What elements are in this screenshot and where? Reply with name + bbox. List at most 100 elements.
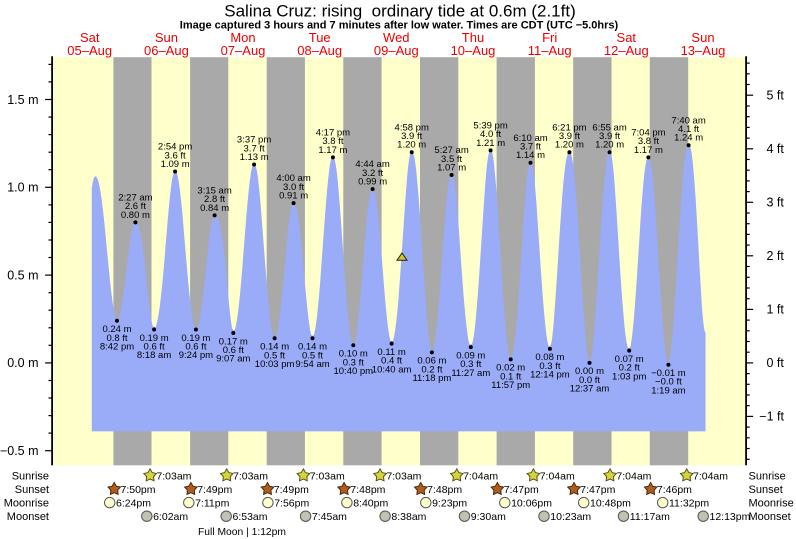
svg-text:0.19 m: 0.19 m bbox=[181, 333, 210, 344]
svg-text:1.13 m: 1.13 m bbox=[240, 152, 269, 163]
svg-text:2 ft: 2 ft bbox=[767, 249, 785, 263]
svg-text:7:03am: 7:03am bbox=[233, 470, 268, 482]
svg-text:Sun: Sun bbox=[155, 30, 178, 45]
svg-text:−0.01 m: −0.01 m bbox=[651, 368, 686, 379]
svg-text:−1 ft: −1 ft bbox=[759, 410, 784, 424]
svg-text:12:37 am: 12:37 am bbox=[570, 384, 610, 395]
svg-text:6:55 am: 6:55 am bbox=[592, 122, 626, 133]
svg-text:0.99 m: 0.99 m bbox=[358, 177, 387, 188]
svg-text:Sat: Sat bbox=[80, 30, 100, 45]
svg-text:11:18 pm: 11:18 pm bbox=[412, 373, 451, 384]
svg-text:Sunset: Sunset bbox=[15, 484, 49, 496]
svg-text:6:10 am: 6:10 am bbox=[513, 133, 547, 144]
svg-text:0.08 m: 0.08 m bbox=[535, 352, 564, 363]
svg-text:0.00 m: 0.00 m bbox=[575, 366, 604, 377]
svg-text:8:42 pm: 8:42 pm bbox=[100, 342, 134, 353]
svg-text:4:58 pm: 4:58 pm bbox=[395, 122, 429, 133]
svg-text:8:38am: 8:38am bbox=[391, 511, 426, 523]
svg-text:0.2 ft: 0.2 ft bbox=[421, 364, 442, 375]
svg-text:0.3 ft: 0.3 ft bbox=[539, 361, 560, 372]
svg-text:Moonrise: Moonrise bbox=[749, 497, 794, 509]
svg-text:0.6 ft: 0.6 ft bbox=[223, 345, 244, 356]
svg-text:4.1 ft: 4.1 ft bbox=[678, 124, 699, 135]
svg-text:0.91 m: 0.91 m bbox=[279, 191, 308, 202]
svg-text:3:37 pm: 3:37 pm bbox=[237, 135, 271, 146]
svg-text:0.5 m: 0.5 m bbox=[7, 268, 38, 282]
svg-text:05–Aug: 05–Aug bbox=[67, 43, 112, 58]
svg-text:Sunrise: Sunrise bbox=[12, 470, 49, 482]
svg-text:0.80 m: 0.80 m bbox=[121, 210, 150, 221]
svg-text:9:24 pm: 9:24 pm bbox=[179, 350, 213, 361]
svg-text:06–Aug: 06–Aug bbox=[144, 43, 189, 58]
svg-text:−0.0 ft: −0.0 ft bbox=[655, 377, 682, 388]
svg-text:3.6 ft: 3.6 ft bbox=[165, 150, 186, 161]
svg-text:10:40 am: 10:40 am bbox=[372, 364, 412, 375]
svg-text:7:45am: 7:45am bbox=[312, 511, 347, 523]
svg-text:10:03 pm: 10:03 pm bbox=[255, 359, 295, 370]
svg-text:7:04am: 7:04am bbox=[463, 470, 498, 482]
svg-text:7:56pm: 7:56pm bbox=[274, 497, 309, 509]
svg-text:11:32pm: 11:32pm bbox=[669, 497, 709, 509]
svg-text:6:21 pm: 6:21 pm bbox=[552, 122, 586, 133]
svg-text:7:49pm: 7:49pm bbox=[197, 484, 232, 496]
svg-text:4:44 am: 4:44 am bbox=[355, 159, 389, 170]
svg-text:1.07 m: 1.07 m bbox=[437, 163, 466, 174]
svg-text:12–Aug: 12–Aug bbox=[604, 43, 649, 58]
svg-text:2.8 ft: 2.8 ft bbox=[204, 194, 225, 205]
svg-text:Full Moon | 1:12pm: Full Moon | 1:12pm bbox=[198, 527, 286, 538]
svg-text:1.09 m: 1.09 m bbox=[161, 159, 190, 170]
svg-text:0.11 m: 0.11 m bbox=[377, 347, 405, 358]
svg-text:1.21 m: 1.21 m bbox=[476, 138, 505, 149]
svg-text:3.9 ft: 3.9 ft bbox=[401, 131, 422, 142]
svg-text:2:27 am: 2:27 am bbox=[118, 193, 152, 204]
svg-text:3 ft: 3 ft bbox=[767, 196, 785, 210]
svg-text:11:57 pm: 11:57 pm bbox=[491, 380, 530, 391]
svg-text:3.9 ft: 3.9 ft bbox=[559, 131, 580, 142]
svg-text:1.0 m: 1.0 m bbox=[7, 181, 38, 195]
svg-text:8:18 am: 8:18 am bbox=[137, 350, 171, 361]
svg-text:7:46pm: 7:46pm bbox=[657, 484, 692, 496]
svg-text:10:06pm: 10:06pm bbox=[511, 497, 552, 509]
svg-text:Tue: Tue bbox=[309, 30, 331, 45]
svg-text:0.1 ft: 0.1 ft bbox=[500, 371, 521, 382]
svg-text:2.6 ft: 2.6 ft bbox=[125, 201, 146, 212]
svg-text:12:13pm: 12:13pm bbox=[710, 511, 751, 523]
svg-text:Moonset: Moonset bbox=[7, 511, 49, 523]
svg-text:3.8 ft: 3.8 ft bbox=[322, 136, 343, 147]
svg-text:0.02 m: 0.02 m bbox=[496, 363, 525, 374]
svg-text:1:19 am: 1:19 am bbox=[651, 385, 685, 396]
svg-text:11:27 am: 11:27 am bbox=[451, 368, 490, 379]
svg-text:08–Aug: 08–Aug bbox=[297, 43, 342, 58]
svg-text:−0.5 m: −0.5 m bbox=[0, 444, 39, 458]
svg-text:0.14 m: 0.14 m bbox=[260, 342, 289, 353]
svg-text:11–Aug: 11–Aug bbox=[528, 43, 572, 58]
svg-text:10:40 pm: 10:40 pm bbox=[333, 366, 373, 377]
svg-text:4.0 ft: 4.0 ft bbox=[480, 129, 501, 140]
svg-text:3.2 ft: 3.2 ft bbox=[362, 168, 383, 179]
svg-text:1.14 m: 1.14 m bbox=[516, 150, 545, 161]
svg-text:0.24 m: 0.24 m bbox=[102, 324, 131, 335]
svg-text:1.24 m: 1.24 m bbox=[674, 133, 703, 144]
svg-text:4 ft: 4 ft bbox=[767, 142, 785, 156]
svg-text:2:54 pm: 2:54 pm bbox=[158, 142, 192, 153]
svg-text:8:40pm: 8:40pm bbox=[353, 497, 388, 509]
svg-text:0.06 m: 0.06 m bbox=[417, 356, 446, 367]
svg-text:0.6 ft: 0.6 ft bbox=[144, 342, 165, 353]
svg-text:1.20 m: 1.20 m bbox=[397, 140, 426, 151]
svg-text:1.20 m: 1.20 m bbox=[595, 140, 624, 151]
svg-text:1 ft: 1 ft bbox=[767, 303, 785, 317]
svg-text:3.8 ft: 3.8 ft bbox=[638, 136, 659, 147]
svg-text:Sunset: Sunset bbox=[749, 484, 783, 496]
svg-text:4:17 pm: 4:17 pm bbox=[316, 128, 350, 139]
svg-text:7:04am: 7:04am bbox=[616, 470, 651, 482]
svg-text:10:23am: 10:23am bbox=[550, 511, 591, 523]
svg-text:Sun: Sun bbox=[691, 30, 714, 45]
svg-text:0.07 m: 0.07 m bbox=[615, 354, 644, 365]
svg-text:0.5 ft: 0.5 ft bbox=[302, 350, 323, 361]
svg-text:9:54 am: 9:54 am bbox=[295, 359, 329, 370]
svg-text:1:03 pm: 1:03 pm bbox=[612, 371, 646, 382]
svg-text:9:30am: 9:30am bbox=[471, 511, 506, 523]
svg-text:07–Aug: 07–Aug bbox=[221, 43, 266, 58]
svg-text:7:04am: 7:04am bbox=[540, 470, 575, 482]
svg-text:3.7 ft: 3.7 ft bbox=[520, 142, 541, 153]
